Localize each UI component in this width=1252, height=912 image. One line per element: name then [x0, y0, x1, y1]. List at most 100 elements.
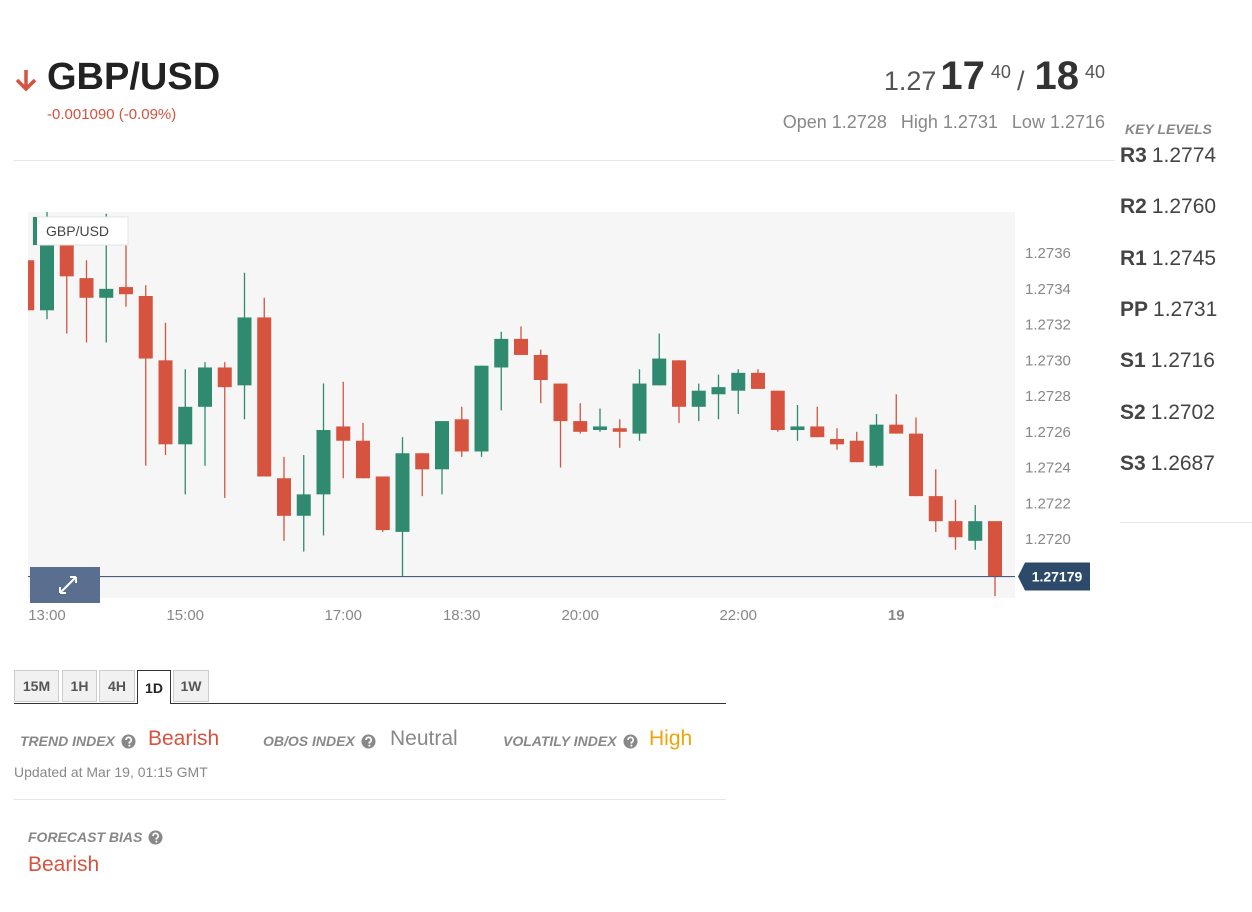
x-tick-label: 15:00	[166, 607, 204, 624]
candle-body	[790, 426, 805, 431]
level-value: 1.2774	[1151, 144, 1217, 167]
candle-body	[277, 478, 291, 516]
x-tick-label: 17:00	[324, 607, 362, 624]
candle-body	[415, 453, 430, 470]
candle-body	[138, 295, 153, 359]
index-value: Bearish	[148, 727, 220, 750]
candle-body	[79, 278, 94, 298]
candle-body	[454, 419, 469, 452]
level-name: R2	[1120, 195, 1147, 219]
index-label: VOLATILY INDEX	[503, 733, 638, 749]
candle-body	[217, 367, 232, 388]
candle-body	[593, 426, 607, 431]
ask-sup: 40	[1084, 62, 1105, 82]
help-icon[interactable]	[148, 830, 163, 845]
chart: 1.2720 1.2722 1.2724 1.2726 1.2728 1.2730 1.27…	[28, 212, 1090, 624]
candle-body	[375, 476, 390, 531]
candle-body	[59, 240, 74, 277]
candle-body	[849, 440, 864, 463]
stats: Open 1.2728 High 1.2731 Low 1.2716	[783, 112, 1105, 133]
expand-icon	[59, 576, 77, 594]
candle-body	[968, 521, 983, 541]
candle-body	[158, 360, 173, 445]
candle-body	[435, 421, 449, 470]
candle-body	[257, 317, 272, 477]
candle-body	[356, 440, 370, 479]
help-icon[interactable]	[623, 734, 638, 749]
y-tick-label: 1.2736	[1025, 245, 1071, 262]
bid-sup: 40	[990, 62, 1011, 82]
candle-body	[830, 438, 844, 445]
ask: 18	[1034, 54, 1079, 98]
stat: High 1.2731	[900, 112, 998, 132]
candle-body	[731, 372, 746, 391]
index-label-text: TREND INDEX	[20, 733, 115, 749]
x-tick-label: 19	[888, 607, 905, 624]
key-level: S3 1.2687	[1120, 452, 1215, 476]
stat: Low 1.2716	[1011, 112, 1105, 132]
candle-body	[751, 372, 765, 389]
level-name: R1	[1120, 246, 1147, 270]
level-value: 1.2687	[1150, 451, 1215, 475]
candle-body	[632, 383, 647, 434]
x-tick-label: 13:00	[28, 607, 66, 624]
timeframe-tab[interactable]: 1W	[173, 670, 209, 702]
timeframe-tab[interactable]: 1D	[137, 670, 171, 704]
price-prefix: 1.27	[883, 66, 937, 96]
candle-body	[474, 365, 489, 452]
level-value: 1.2731	[1153, 297, 1218, 321]
forecast-label-text: FORECAST BIAS	[28, 829, 143, 845]
candle-body	[672, 360, 686, 407]
bid: 17	[940, 54, 985, 98]
candle-body	[296, 494, 311, 516]
key-levels-title: KEY LEVELS	[1125, 121, 1212, 137]
index-value: High	[649, 727, 693, 750]
level-name: S3	[1120, 451, 1146, 475]
tab-underline	[14, 703, 726, 704]
timeframe-tab[interactable]: 15M	[14, 670, 59, 702]
candle-body	[99, 288, 114, 298]
y-tick-label: 1.2730	[1025, 352, 1071, 369]
index-label: TREND INDEX	[20, 733, 136, 749]
level-name: PP	[1120, 297, 1149, 321]
x-tick-label: 20:00	[561, 607, 599, 624]
plot-area	[28, 212, 1015, 598]
help-icon[interactable]	[361, 734, 376, 749]
candle-body	[869, 424, 884, 466]
y-tick-label: 1.2734	[1025, 281, 1071, 298]
updated: Updated at Mar 19, 01:15 GMT	[14, 764, 208, 780]
timeframe-tab[interactable]: 1H	[62, 670, 97, 702]
level-value: 1.2760	[1151, 195, 1217, 219]
key-level: S1 1.2716	[1120, 349, 1215, 373]
forecast-value: Bearish	[28, 853, 100, 876]
timeframe-tab[interactable]: 4H	[99, 670, 135, 702]
divider	[14, 160, 1115, 161]
key-level: R3 1.2774	[1120, 144, 1216, 168]
y-tick-label: 1.2720	[1025, 531, 1071, 548]
index-label-text: VOLATILY INDEX	[503, 733, 617, 749]
x-tick-label: 22:00	[719, 607, 757, 624]
help-icon[interactable]	[121, 734, 136, 749]
expand-button[interactable]	[30, 567, 100, 603]
candle-body	[612, 428, 627, 432]
y-tick-label: 1.2732	[1025, 317, 1071, 334]
index-label: OB/OS INDEX	[263, 733, 376, 749]
candle-body	[711, 387, 726, 395]
candle-body	[316, 430, 331, 495]
forecast-label: FORECAST BIAS	[28, 829, 163, 845]
level-name: R3	[1120, 144, 1147, 167]
divider	[1120, 522, 1252, 523]
candle-body	[40, 229, 54, 311]
key-level: R1 1.2745	[1120, 247, 1216, 271]
level-value: 1.2716	[1150, 349, 1215, 373]
candle-body	[178, 406, 193, 445]
candle-body	[119, 287, 133, 295]
candle-body	[810, 426, 825, 438]
level-name: S1	[1120, 349, 1146, 373]
candle-body	[948, 521, 963, 538]
x-tick-label: 18:30	[443, 607, 481, 624]
candle-body	[198, 367, 212, 407]
candle-body	[928, 496, 943, 522]
key-level: S2 1.2702	[1120, 401, 1215, 425]
key-level: R2 1.2760	[1120, 195, 1216, 219]
